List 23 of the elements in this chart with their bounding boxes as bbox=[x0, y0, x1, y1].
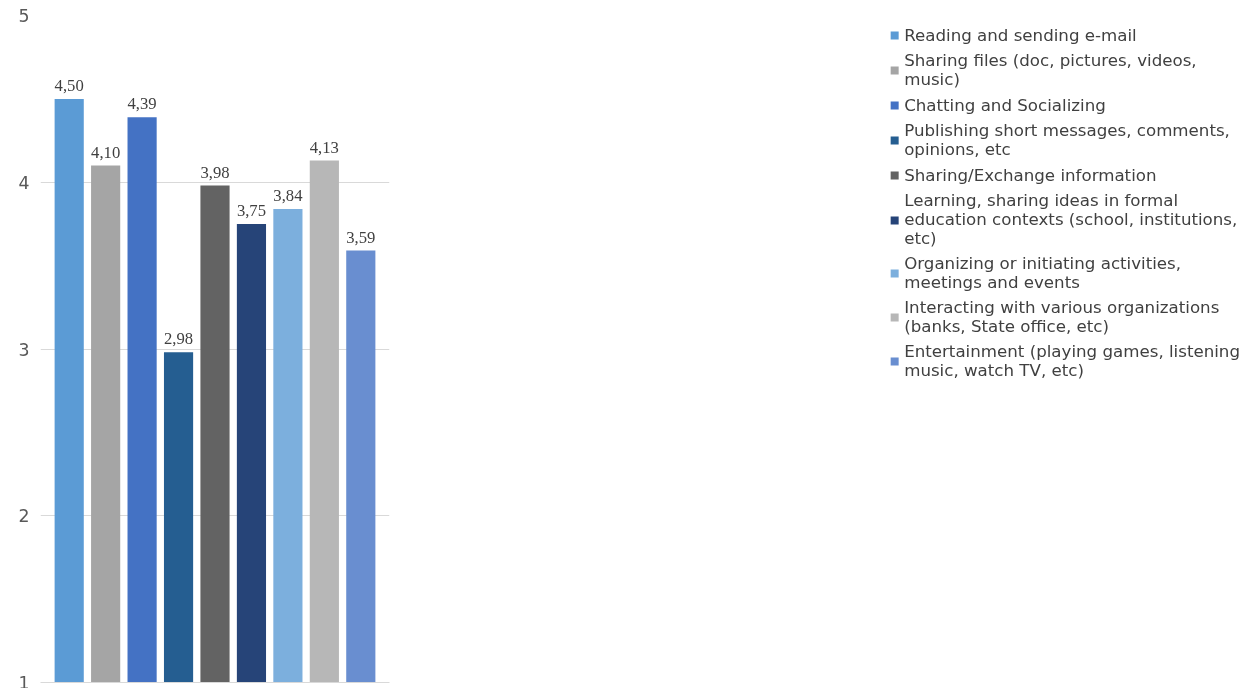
y-tick-label: 2 bbox=[18, 506, 30, 527]
legend-label: Reading and sending e-mail bbox=[904, 25, 1137, 45]
y-tick-label: 3 bbox=[18, 339, 30, 360]
legend-label: Entertainment (playing games, listening music, watch TV, etc) bbox=[904, 342, 1240, 380]
data-label: 3,84 bbox=[273, 185, 304, 205]
data-label: 3,59 bbox=[346, 227, 376, 247]
y-tick-label: 1 bbox=[18, 672, 30, 692]
data-label: 3,98 bbox=[200, 162, 230, 182]
legend-label: Interacting with various organizations (banks, State office, etc) bbox=[904, 298, 1220, 336]
y-tick-label: 5 bbox=[18, 6, 30, 26]
data-label: 2,98 bbox=[163, 329, 194, 349]
legend-label: Learning, sharing ideas in formal education contexts (school, institutions, etc) bbox=[904, 191, 1238, 248]
data-label: 4,39 bbox=[127, 94, 157, 114]
data-label: 4,13 bbox=[309, 137, 339, 157]
legend-label: Chatting and Socializing bbox=[904, 95, 1106, 115]
data-label: 4,50 bbox=[54, 75, 84, 95]
data-label: 4,10 bbox=[91, 142, 121, 162]
y-tick-label: 4 bbox=[18, 172, 30, 193]
legend-label: Sharing files (doc, pictures, videos, music) bbox=[904, 51, 1197, 89]
legend-label: Sharing/Exchange information bbox=[904, 165, 1157, 185]
legend-label: Publishing short messages, comments, opinions, etc bbox=[904, 121, 1230, 159]
legend-label: Organizing or initiating activities, meetings and events bbox=[904, 254, 1182, 292]
data-label: 3,75 bbox=[236, 200, 267, 220]
